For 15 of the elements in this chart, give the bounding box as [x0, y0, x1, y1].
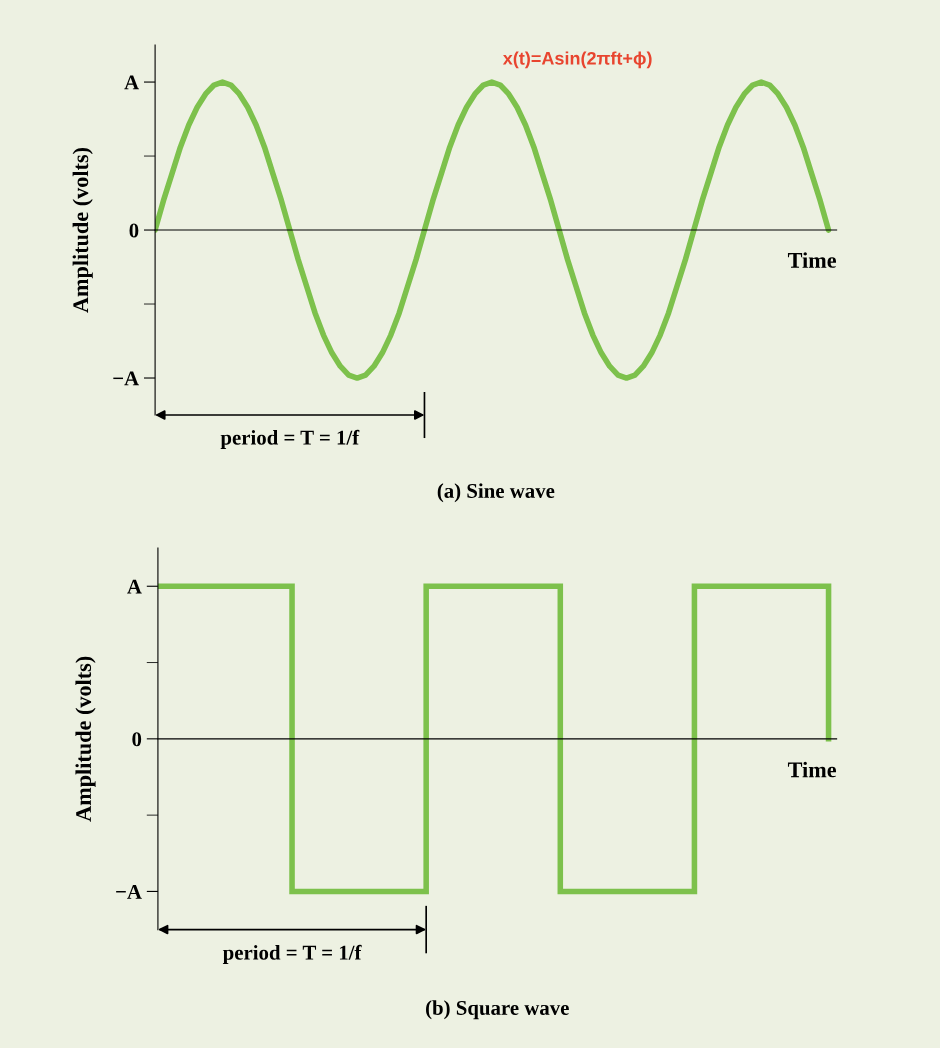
- text: x(t)=Asin(2πft+ϕ): [502, 51, 652, 69]
- text: 0: [132, 732, 142, 747]
- text: A: [127, 579, 142, 594]
- text: period = T = 1/f: [222, 944, 362, 964]
- text: period = T = 1/f: [220, 429, 360, 449]
- text: −A: [116, 884, 142, 899]
- y-axis-title: Amplitude (volts): [72, 147, 93, 313]
- x-axis-title: Time: [787, 761, 837, 778]
- text: A: [124, 75, 139, 90]
- text: 0: [129, 223, 139, 238]
- x-axis-title: Time: [787, 252, 837, 268]
- text: (a) Sine wave: [437, 483, 555, 503]
- text: −A: [113, 371, 139, 386]
- text: (b) Square wave: [426, 1000, 569, 1020]
- y-axis-title: Amplitude (volts): [75, 656, 96, 822]
